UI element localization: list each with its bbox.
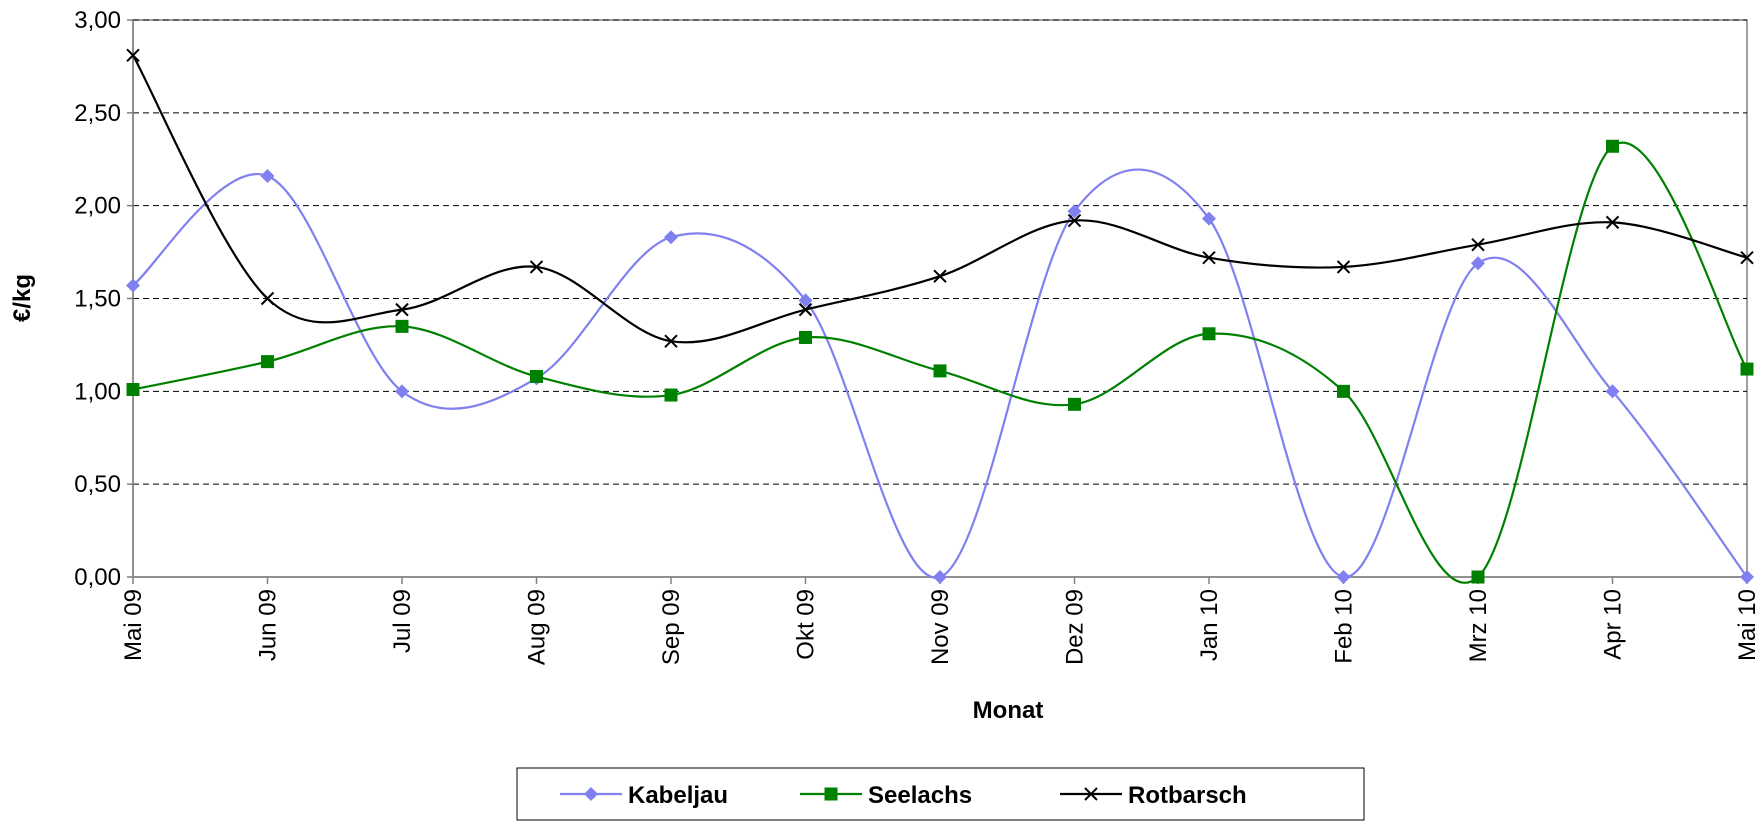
marker bbox=[798, 302, 813, 317]
marker bbox=[799, 330, 812, 344]
x-axis-title: Monat bbox=[973, 697, 1044, 724]
marker bbox=[1202, 327, 1216, 341]
y-tick-label: 0,50 bbox=[74, 471, 121, 498]
legend-label: Seelachs bbox=[868, 782, 972, 809]
marker bbox=[260, 291, 275, 306]
y-tick-label: 2,50 bbox=[74, 100, 121, 127]
marker bbox=[1740, 362, 1754, 376]
x-tick-label: Mai 10 bbox=[1734, 589, 1758, 661]
marker bbox=[395, 302, 409, 317]
marker bbox=[126, 278, 140, 293]
marker bbox=[261, 355, 274, 369]
marker bbox=[1605, 215, 1620, 230]
marker bbox=[530, 369, 543, 383]
x-tick-label: Mrz 10 bbox=[1465, 589, 1492, 662]
marker bbox=[126, 48, 140, 62]
x-tick-label: Feb 10 bbox=[1331, 589, 1358, 664]
marker bbox=[1067, 213, 1082, 228]
y-tick-label: 3,00 bbox=[74, 7, 121, 34]
legend-marker bbox=[1084, 787, 1098, 801]
y-axis-title: €/kg bbox=[9, 274, 36, 322]
y-tick-label: 1,00 bbox=[74, 378, 121, 405]
marker bbox=[1471, 237, 1485, 252]
marker bbox=[1336, 260, 1351, 274]
marker bbox=[1471, 256, 1485, 271]
series-line bbox=[132, 141, 1748, 584]
x-tick-label: Okt 09 bbox=[793, 589, 820, 660]
marker bbox=[798, 293, 813, 308]
marker bbox=[1202, 250, 1216, 265]
legend-marker bbox=[584, 787, 598, 801]
marker bbox=[664, 334, 678, 348]
marker bbox=[1337, 384, 1350, 398]
x-tick-label: Jul 09 bbox=[389, 589, 416, 653]
marker bbox=[1471, 570, 1485, 584]
marker bbox=[1336, 570, 1351, 584]
series-line bbox=[132, 54, 1748, 344]
marker bbox=[664, 388, 678, 402]
marker bbox=[933, 364, 947, 378]
legend-label: Kabeljau bbox=[628, 782, 728, 809]
y-tick-label: 1,50 bbox=[74, 286, 121, 313]
legend-marker bbox=[824, 787, 838, 801]
marker bbox=[126, 382, 140, 396]
marker bbox=[933, 570, 947, 584]
marker bbox=[529, 260, 544, 274]
marker bbox=[1067, 204, 1082, 219]
x-tick-label: Dez 09 bbox=[1062, 589, 1089, 665]
y-tick-label: 2,00 bbox=[74, 193, 121, 220]
marker bbox=[1740, 570, 1754, 584]
marker bbox=[1740, 250, 1754, 265]
marker bbox=[1068, 397, 1081, 411]
marker bbox=[395, 319, 409, 333]
x-tick-label: Apr 10 bbox=[1600, 589, 1627, 660]
marker bbox=[933, 269, 947, 283]
x-tick-label: Jun 09 bbox=[255, 589, 282, 661]
marker bbox=[260, 168, 275, 183]
x-tick-label: Sep 09 bbox=[658, 589, 685, 665]
legend bbox=[516, 767, 1365, 821]
marker bbox=[1605, 384, 1620, 399]
x-tick-label: Mai 09 bbox=[120, 589, 147, 661]
x-tick-label: Aug 09 bbox=[524, 589, 551, 665]
marker bbox=[664, 230, 678, 245]
x-tick-label: Nov 09 bbox=[927, 589, 954, 665]
y-tick-label: 0,00 bbox=[74, 564, 121, 591]
marker bbox=[1202, 211, 1216, 226]
marker bbox=[1606, 139, 1619, 153]
legend-label: Rotbarsch bbox=[1128, 782, 1247, 809]
x-tick-label: Jan 10 bbox=[1196, 589, 1223, 661]
marker bbox=[395, 384, 409, 399]
